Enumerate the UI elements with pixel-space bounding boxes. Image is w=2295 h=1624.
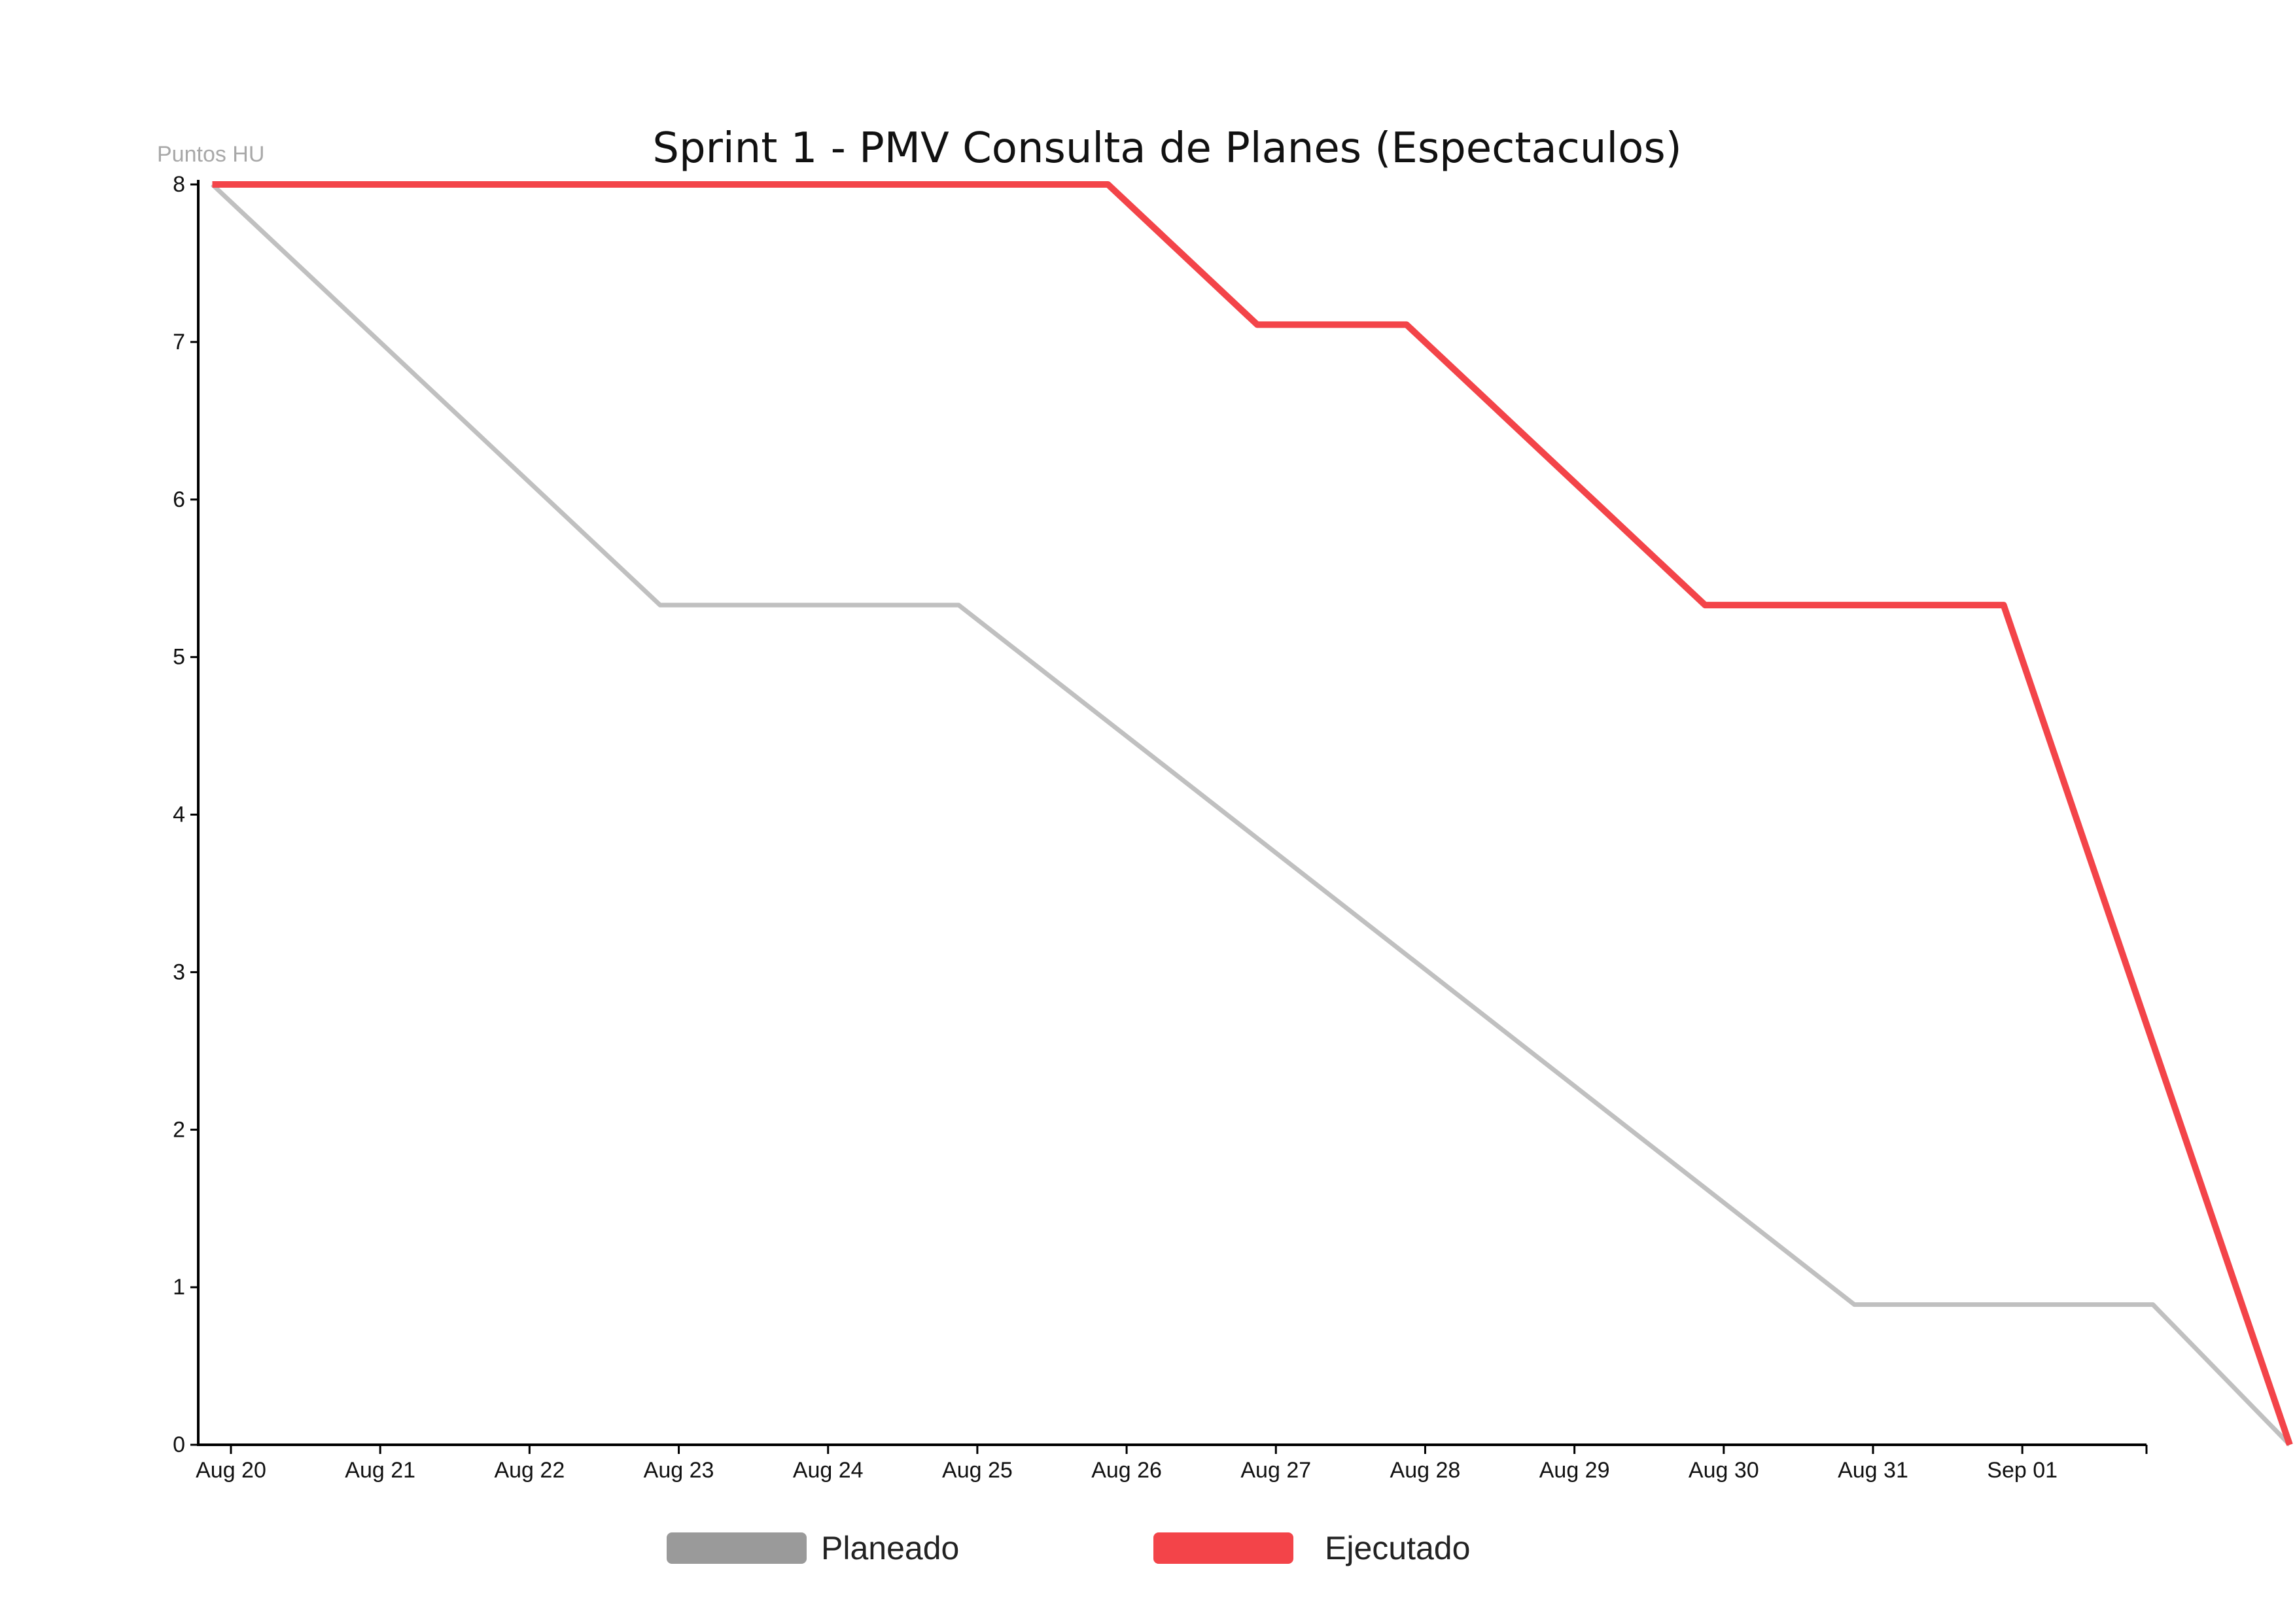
x-tick-label: Aug 23 xyxy=(644,1458,714,1483)
y-tick-label: 4 xyxy=(173,803,185,827)
y-tick-label: 1 xyxy=(173,1275,185,1300)
ejecutado-legend-label: Ejecutado xyxy=(1325,1530,1470,1566)
planeado-series-line xyxy=(211,182,2292,1447)
x-tick-label: Aug 25 xyxy=(942,1458,1013,1483)
x-tick-label: Aug 29 xyxy=(1539,1458,1610,1483)
y-tick-label: 2 xyxy=(173,1117,185,1142)
ejecutado-legend-swatch xyxy=(1153,1532,1293,1564)
chart-title-group: Sprint 1 - PMV Consulta de Planes (Espec… xyxy=(652,124,1681,173)
x-tick-label: Aug 31 xyxy=(1838,1458,1908,1483)
x-tick-label: Aug 30 xyxy=(1689,1458,1759,1483)
planeado-legend-label: Planeado xyxy=(821,1530,959,1566)
legend: Planeado Ejecutado xyxy=(667,1530,1470,1566)
x-tick-label: Aug 26 xyxy=(1091,1458,1162,1483)
ejecutado-series-line xyxy=(212,181,2293,1446)
y-tick-label: 6 xyxy=(173,487,185,512)
y-tick-label: 5 xyxy=(173,645,185,670)
y-axis-label: Puntos HU xyxy=(157,142,264,167)
x-axis-ticks: Aug 20 Aug 21 Aug 22 Aug 23 Aug 24 Aug 25 Aug … xyxy=(196,1445,2148,1483)
y-axis-ticks: 0 1 2 3 4 5 6 7 8 xyxy=(173,172,198,1457)
x-tick-label: Aug 28 xyxy=(1390,1458,1461,1483)
y-tick-label: 7 xyxy=(173,330,185,354)
planeado-legend-swatch xyxy=(667,1532,807,1564)
x-tick-label: Sep 01 xyxy=(1987,1458,2058,1483)
x-tick-label: Aug 20 xyxy=(196,1458,266,1483)
y-tick-label: 0 xyxy=(173,1432,185,1457)
y-tick-label: 3 xyxy=(173,959,185,984)
x-tick-label: Aug 24 xyxy=(793,1458,864,1483)
series-layer xyxy=(211,181,2293,1447)
chart-title: Sprint 1 - PMV Consulta de Planes (Espec… xyxy=(652,124,1681,173)
x-tick-label: Aug 27 xyxy=(1240,1458,1311,1483)
y-tick-label: 8 xyxy=(173,172,185,197)
plot-area: 0 1 2 3 4 5 6 7 8 Aug 20 Aug 21 Aug 22 Aug 23 Aug 24… xyxy=(173,172,2293,1483)
x-tick-label: Aug 21 xyxy=(345,1458,415,1483)
x-tick-label: Aug 22 xyxy=(494,1458,565,1483)
